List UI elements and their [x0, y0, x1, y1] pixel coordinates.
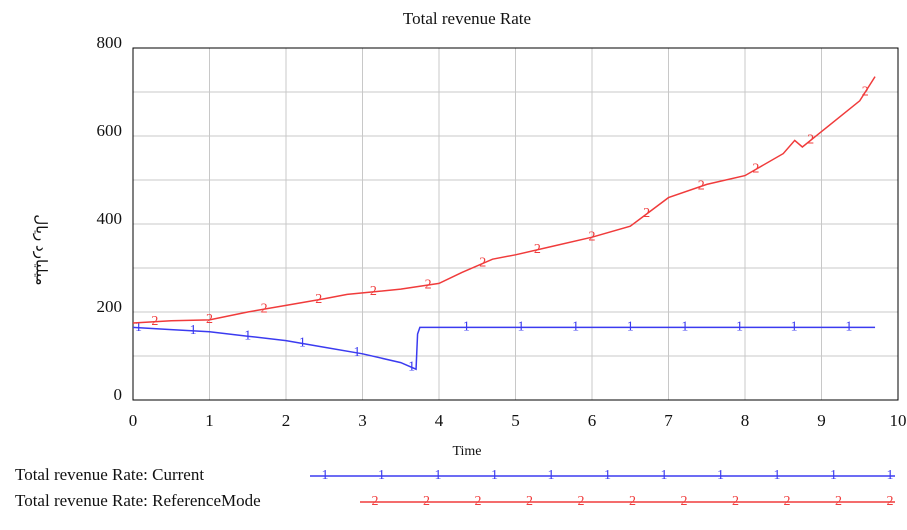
y-axis-label: میلیارد ریال: [33, 214, 49, 285]
series-marker-label: 1: [463, 320, 470, 335]
series-marker-label: 2: [206, 312, 213, 327]
series-line: [132, 326, 876, 371]
series-marker-label: 1: [135, 320, 142, 335]
legend-marker-label: 1: [491, 468, 498, 483]
legend-marker-label: 1: [435, 468, 442, 483]
series-marker-label: 1: [791, 320, 798, 335]
x-tick-label: 1: [205, 411, 214, 430]
x-tick-label: 2: [282, 411, 291, 430]
series-marker-label: 2: [370, 284, 377, 299]
y-tick-label: 200: [97, 297, 123, 316]
series-marker-label: 2: [261, 301, 268, 316]
legend-marker-label: 1: [604, 468, 611, 483]
legend-marker-label: 2: [372, 494, 379, 509]
x-tick-label: 4: [435, 411, 444, 430]
legend-marker-label: 1: [774, 468, 781, 483]
legend-marker-label: 1: [548, 468, 555, 483]
x-tick-label: 6: [588, 411, 597, 430]
series-line: [132, 76, 876, 324]
series-marker-label: 1: [244, 328, 251, 343]
chart-title: Total revenue Rate: [403, 9, 531, 28]
legend-label: Total revenue Rate: Current: [15, 465, 204, 484]
legend-marker-label: 2: [629, 494, 636, 509]
legend-marker-label: 2: [784, 494, 791, 509]
series-marker-label: 1: [299, 336, 306, 351]
series-marker-label: 2: [534, 242, 541, 257]
legend-marker-label: 2: [423, 494, 430, 509]
series-marker-label: 2: [315, 292, 322, 307]
series-marker-label: 1: [354, 345, 361, 360]
series-marker-label: 1: [845, 320, 852, 335]
legend-marker-label: 1: [661, 468, 668, 483]
legend-marker-label: 1: [717, 468, 724, 483]
series-marker-label: 1: [627, 320, 634, 335]
legend-marker-label: 1: [322, 468, 329, 483]
x-tick-label: 9: [817, 411, 826, 430]
series-marker-label: 2: [643, 206, 650, 221]
y-tick-label: 800: [97, 33, 123, 52]
legend-marker-label: 2: [578, 494, 585, 509]
series-marker-label: 2: [862, 84, 869, 99]
x-tick-label: 7: [664, 411, 673, 430]
x-tick-label: 10: [890, 411, 907, 430]
x-tick-label: 3: [358, 411, 367, 430]
legend-marker-label: 1: [378, 468, 385, 483]
legend-marker-label: 2: [526, 494, 533, 509]
series-marker-label: 1: [408, 360, 415, 375]
series-marker-label: 2: [425, 277, 432, 292]
y-tick-label: 400: [97, 209, 123, 228]
legend-marker-label: 2: [732, 494, 739, 509]
series-marker-label: 1: [736, 320, 743, 335]
series-marker-label: 2: [589, 229, 596, 244]
series-marker-label: 1: [681, 320, 688, 335]
series-marker-label: 2: [698, 179, 705, 194]
series-marker-label: 2: [479, 256, 486, 271]
legend-marker-label: 1: [887, 468, 894, 483]
plot-frame: [132, 47, 899, 401]
y-tick-label: 0: [114, 385, 123, 404]
series-marker-label: 2: [151, 314, 158, 329]
legend-marker-label: 2: [835, 494, 842, 509]
y-tick-label: 600: [97, 121, 123, 140]
legend-marker-label: 2: [681, 494, 688, 509]
legend-marker-label: 1: [830, 468, 837, 483]
series-marker-label: 2: [752, 162, 759, 177]
x-tick-label: 8: [741, 411, 750, 430]
legend-label: Total revenue Rate: ReferenceMode: [15, 491, 261, 510]
series-marker-label: 1: [517, 320, 524, 335]
x-axis-label: Time: [452, 444, 481, 459]
x-tick-label: 0: [129, 411, 138, 430]
series-marker-label: 1: [572, 320, 579, 335]
series-marker-label: 1: [190, 323, 197, 338]
legend-marker-label: 2: [475, 494, 482, 509]
legend-marker-label: 2: [887, 494, 894, 509]
x-tick-label: 5: [511, 411, 520, 430]
series-marker-label: 2: [807, 133, 814, 148]
